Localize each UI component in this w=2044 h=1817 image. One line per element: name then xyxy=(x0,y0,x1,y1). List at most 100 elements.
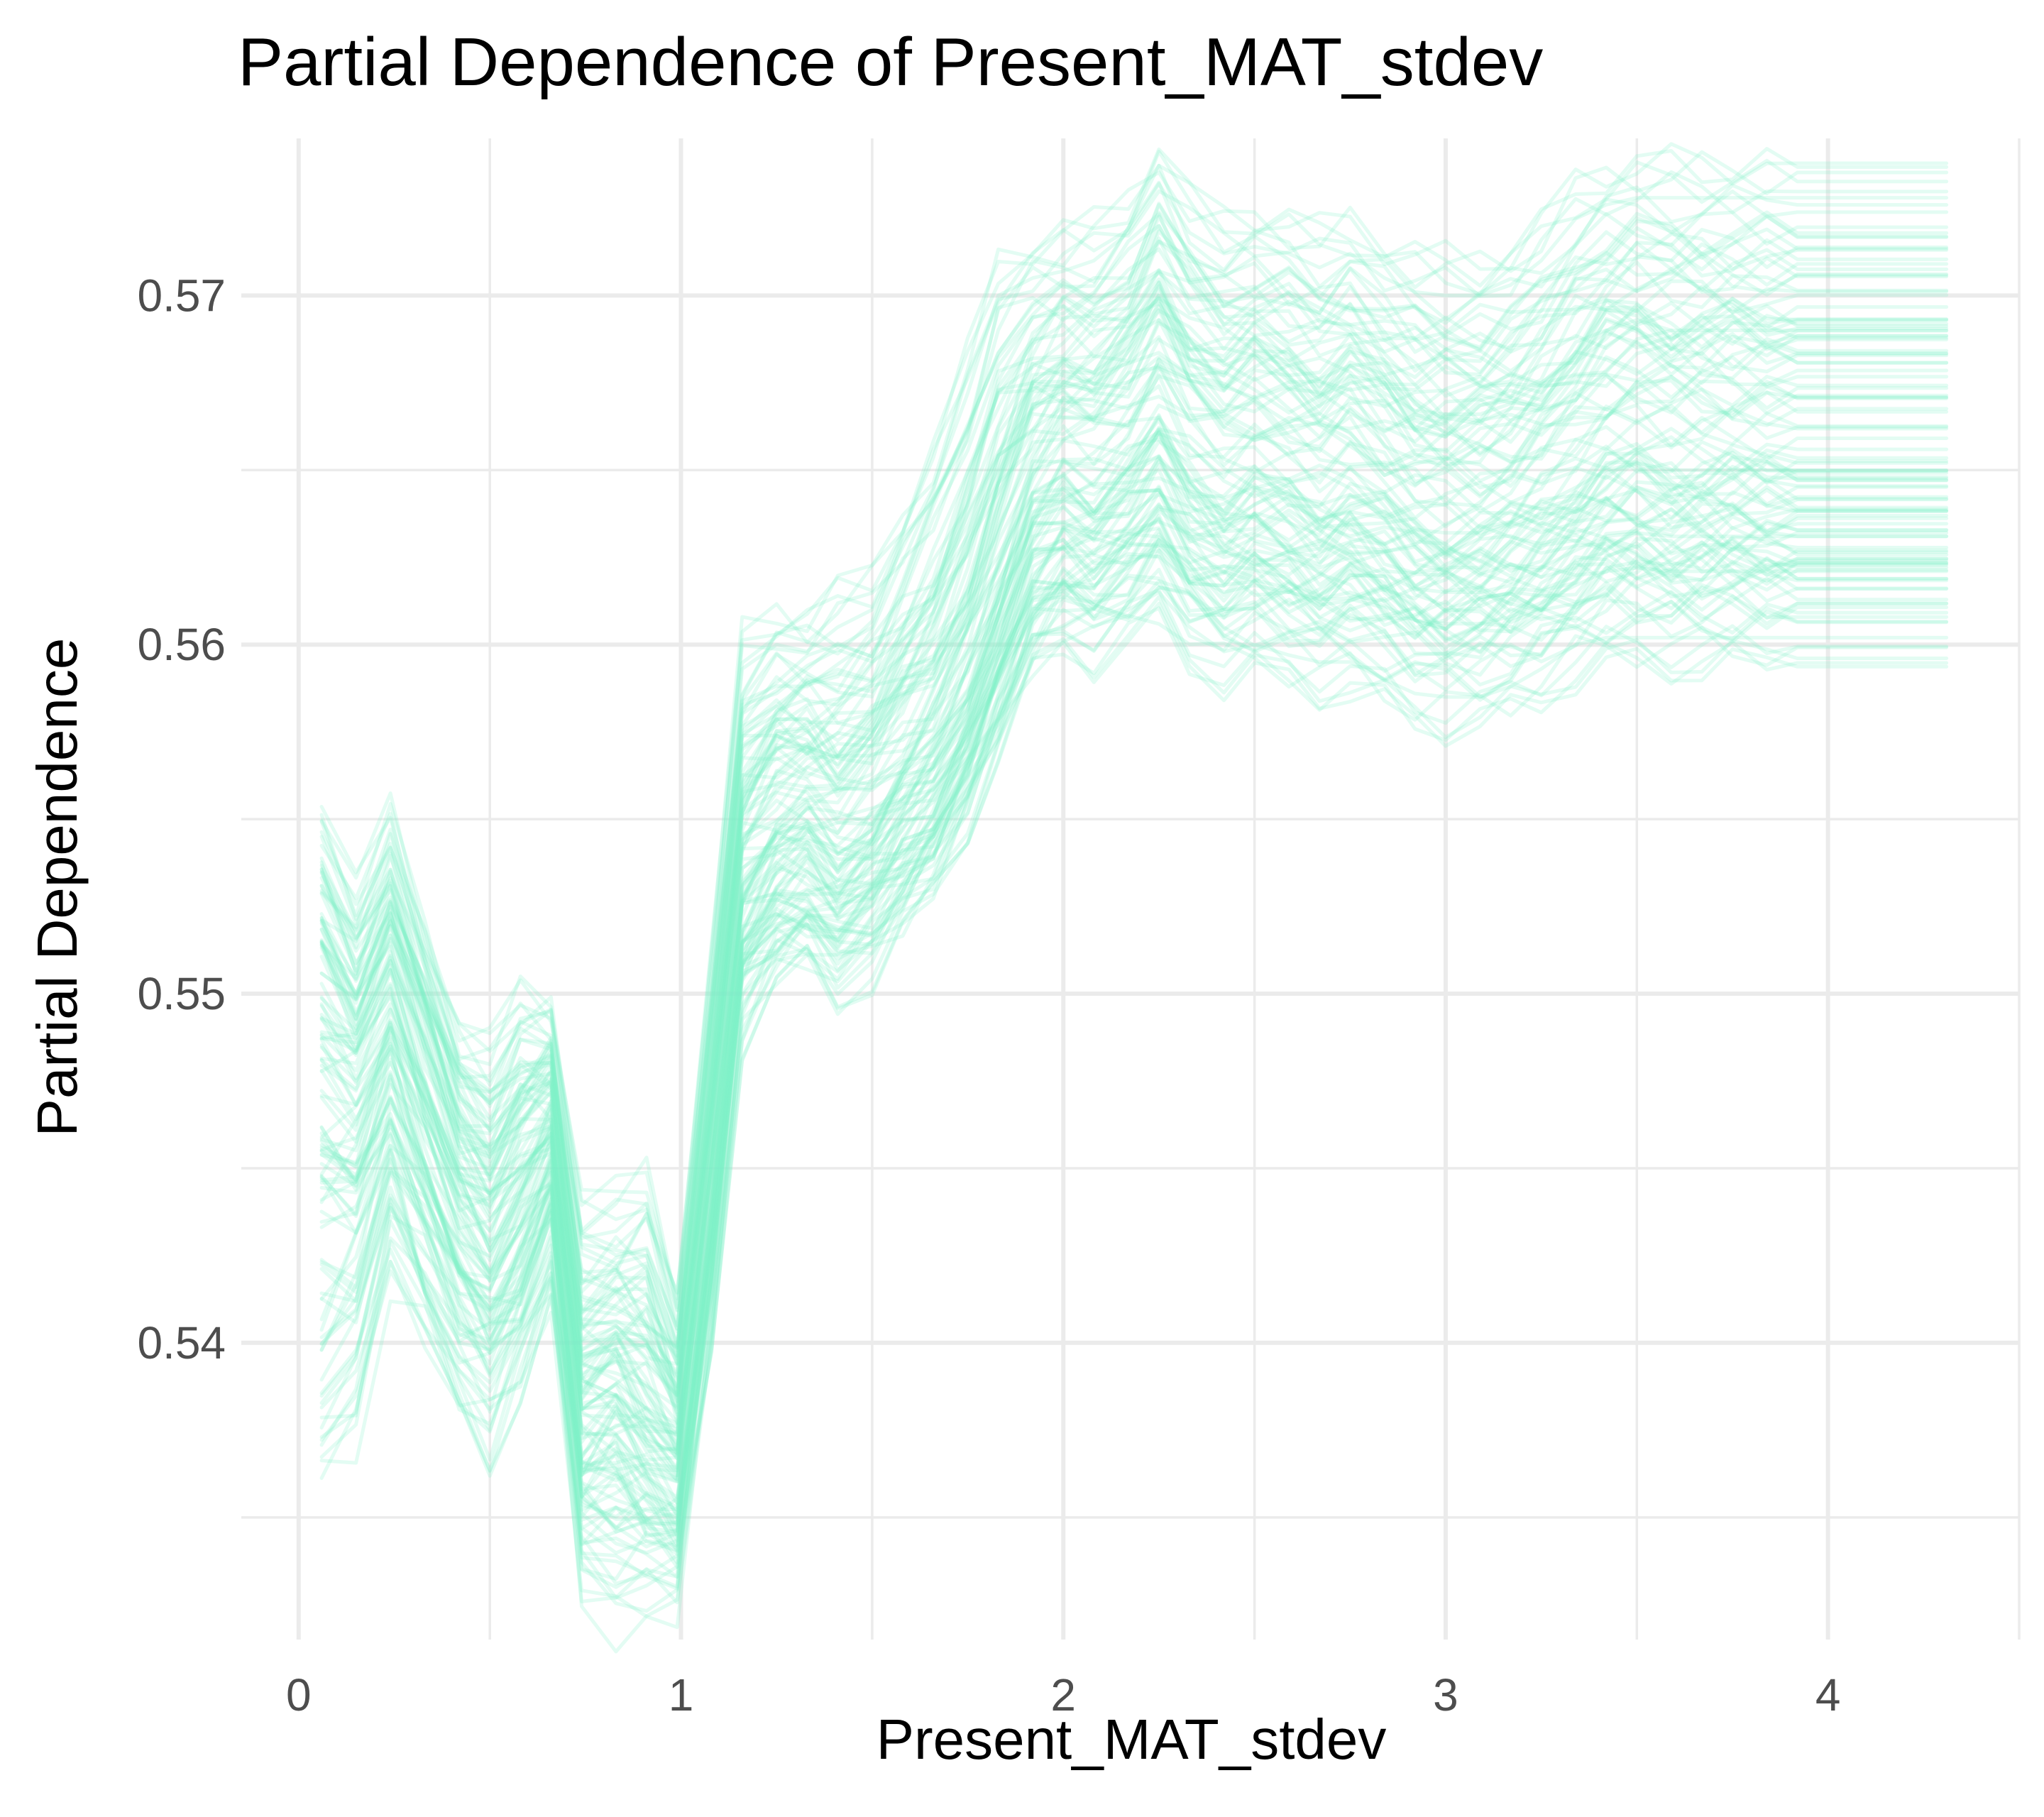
ice-line xyxy=(319,554,1949,1483)
ice-line xyxy=(319,403,1949,1451)
ice-line xyxy=(319,427,1949,1471)
ice-line xyxy=(319,318,1949,1404)
ice-line xyxy=(319,210,1949,1350)
ice-line xyxy=(319,454,1949,1519)
ice-line xyxy=(319,588,1949,1530)
ice-line xyxy=(319,296,1949,1395)
ice-line xyxy=(319,488,1949,1581)
ice-line xyxy=(319,456,1949,1484)
ice-line xyxy=(319,203,1949,1331)
ice-line xyxy=(319,502,1949,1534)
ice-line xyxy=(319,485,1949,1462)
ice-line xyxy=(319,585,1949,1630)
ice-line xyxy=(319,334,1949,1456)
ice-line xyxy=(319,254,1949,1395)
ice-line xyxy=(319,540,1949,1564)
ice-line xyxy=(319,429,1949,1473)
ice-line xyxy=(319,337,1949,1402)
ice-line xyxy=(319,229,1949,1366)
ice-line xyxy=(319,214,1949,1365)
ice-line xyxy=(319,279,1949,1425)
ice-line xyxy=(319,307,1949,1398)
ice-line xyxy=(319,543,1949,1579)
ice-line xyxy=(319,590,1949,1520)
ice-line xyxy=(319,285,1949,1408)
ice-lines xyxy=(319,142,1949,1654)
ice-line xyxy=(319,366,1949,1455)
ice-line xyxy=(319,509,1949,1549)
ice-line xyxy=(319,601,1949,1586)
ice-line xyxy=(319,538,1949,1527)
ice-line xyxy=(319,578,1949,1525)
ice-line xyxy=(319,224,1949,1332)
ice-line xyxy=(319,384,1949,1424)
ice-line xyxy=(319,437,1949,1517)
ice-line xyxy=(319,514,1949,1530)
ice-line xyxy=(319,358,1949,1426)
ice-line xyxy=(319,363,1949,1415)
ice-line xyxy=(319,293,1949,1398)
ice-line xyxy=(319,454,1949,1461)
plot-grid xyxy=(241,138,2021,1640)
ice-line xyxy=(319,280,1949,1366)
ice-line xyxy=(319,507,1949,1589)
ice-line xyxy=(319,517,1949,1500)
ice-line xyxy=(319,170,1949,1334)
ice-line xyxy=(319,236,1949,1349)
ice-line xyxy=(319,417,1949,1459)
ice-line xyxy=(319,180,1949,1312)
ice-line xyxy=(319,374,1949,1461)
ice-line xyxy=(319,576,1949,1605)
ice-line xyxy=(319,335,1949,1388)
ice-line xyxy=(319,526,1949,1552)
ice-line xyxy=(319,454,1949,1454)
ice-line xyxy=(319,301,1949,1417)
ice-line xyxy=(319,242,1949,1361)
ice-line xyxy=(319,516,1949,1505)
ice-line xyxy=(319,357,1949,1452)
ice-line xyxy=(319,426,1949,1438)
ice-line xyxy=(319,388,1949,1478)
ice-line xyxy=(319,373,1949,1455)
ice-line xyxy=(319,313,1949,1411)
ice-line xyxy=(319,527,1949,1518)
ice-line xyxy=(319,147,1949,1300)
x-axis-title: Present_MAT_stdev xyxy=(877,1708,1387,1771)
ice-line xyxy=(319,492,1949,1538)
ice-line xyxy=(319,413,1949,1434)
ice-line xyxy=(319,431,1949,1483)
ice-line xyxy=(319,439,1949,1437)
ice-line xyxy=(319,538,1949,1534)
ice-line xyxy=(319,416,1949,1454)
ice-line xyxy=(319,251,1949,1397)
ice-line xyxy=(319,527,1949,1654)
ice-line xyxy=(319,232,1949,1358)
ice-line xyxy=(319,547,1949,1542)
ice-line xyxy=(319,476,1949,1456)
ice-line xyxy=(319,595,1949,1600)
ice-line xyxy=(319,538,1949,1538)
ice-line xyxy=(319,415,1949,1531)
ice-line xyxy=(319,585,1949,1533)
ice-line xyxy=(319,505,1949,1591)
ice-line xyxy=(319,239,1949,1358)
ice-line xyxy=(319,430,1949,1481)
ice-line xyxy=(319,427,1949,1437)
ice-line xyxy=(319,351,1949,1445)
ice-line xyxy=(319,268,1949,1350)
ice-line xyxy=(319,568,1949,1552)
x-tick-label: 0 xyxy=(286,1669,312,1720)
ice-line xyxy=(319,210,1949,1349)
ice-line xyxy=(319,202,1949,1347)
x-tick-label: 3 xyxy=(1433,1669,1458,1720)
x-tick-label: 4 xyxy=(1815,1669,1841,1720)
ice-line xyxy=(319,462,1949,1527)
y-axis-title: Partial Dependence xyxy=(26,638,89,1137)
ice-line xyxy=(319,280,1949,1366)
ice-line xyxy=(319,284,1949,1388)
y-tick-label: 0.54 xyxy=(137,1317,226,1368)
ice-line xyxy=(319,224,1949,1353)
ice-line xyxy=(319,459,1949,1555)
y-axis-tick-labels: 0.54 0.55 0.56 0.57 xyxy=(137,270,226,1368)
